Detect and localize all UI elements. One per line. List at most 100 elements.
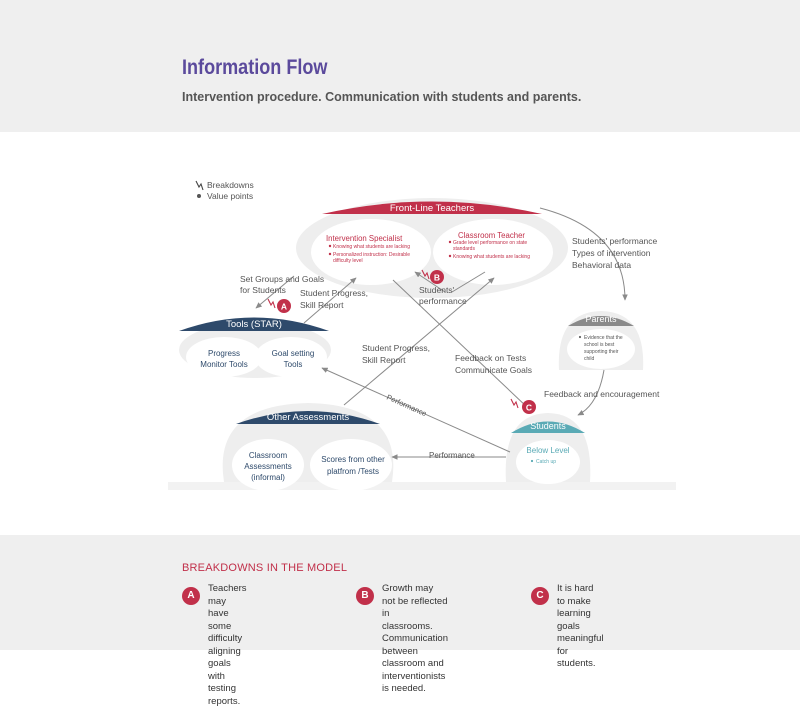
frontline-title: Front-Line Teachers xyxy=(390,203,475,214)
marker-circle xyxy=(522,400,536,414)
flow-frontline-to-students xyxy=(392,279,529,409)
bullet-dot xyxy=(328,244,332,248)
breakdown-marker-b: B xyxy=(421,269,444,284)
flow-label-performance-horizontal: Performance xyxy=(429,451,475,460)
students-header xyxy=(511,421,585,433)
flow-set-goals xyxy=(255,275,295,309)
students-node: Students Below Level Catch up xyxy=(505,413,591,484)
tools-header xyxy=(179,317,329,331)
breakdown-letter-c: C xyxy=(531,587,549,605)
bullet-dot xyxy=(578,335,582,339)
goal-setting-line1: Goal setting xyxy=(272,349,315,358)
bullet-dot xyxy=(448,254,452,258)
classroom-assessments-line3: (informal) xyxy=(251,473,285,482)
marker-circle xyxy=(430,270,444,284)
tools-node: Tools (STAR) Progress Monitor Tools Goal… xyxy=(179,317,331,378)
intervention-bullet-2: Personalized instruction: Desirable xyxy=(333,252,410,258)
intervention-specialist-title: Intervention Specialist xyxy=(326,234,403,243)
progress-monitor-line1: Progress xyxy=(208,349,240,358)
flow-label-feedback-1: Feedback on Tests xyxy=(455,353,526,363)
flow-label-progress-2: Skill Report xyxy=(300,300,344,310)
other-assessments-header xyxy=(236,411,380,424)
flow-label-progress2-2: Skill Report xyxy=(362,355,406,365)
breakdown-icon xyxy=(267,298,276,309)
legend-breakdowns: Breakdowns xyxy=(207,180,254,190)
parents-node: Parents Evidence that the school is best… xyxy=(558,311,644,370)
intervention-bullet-1: Knowing what students are lacking xyxy=(333,244,410,250)
breakdown-icon xyxy=(510,398,519,409)
marker-circle xyxy=(277,299,291,313)
progress-monitor-bubble xyxy=(186,337,262,377)
flow-label-progress-1: Student Progress, xyxy=(300,288,368,298)
goal-setting-bubble xyxy=(255,337,327,377)
parents-bubble xyxy=(567,329,635,369)
flow-label-right-2: Types of intervention xyxy=(572,248,651,258)
classroom-bullet-2: standards xyxy=(453,246,475,252)
flow-label-performance-diagonal: Performance xyxy=(385,393,428,419)
below-level-bullet: Catch up xyxy=(536,459,556,465)
students-title: Students xyxy=(530,421,566,431)
flow-label-set-goals-2: for Students xyxy=(240,285,286,295)
header-band xyxy=(0,0,800,132)
flow-label-right-1: Students' performance xyxy=(572,236,658,246)
marker-letter: C xyxy=(526,403,532,413)
breakdown-icon xyxy=(421,269,430,280)
flow-other-to-frontline xyxy=(343,277,495,406)
breakdown-marker-c: C xyxy=(510,398,536,414)
bullet-dot xyxy=(328,252,332,256)
bullet-dot xyxy=(448,240,452,244)
parents-bullet-1: Evidence that the xyxy=(584,335,623,341)
scores-other-line2: platfrom /Tests xyxy=(327,467,379,476)
parents-title: Parents xyxy=(585,314,617,324)
other-assessments-node: Other Assessments Classroom Assessments … xyxy=(222,403,394,491)
marker-letter: B xyxy=(434,273,440,283)
flow-label-progress2-1: Student Progress, xyxy=(362,343,430,353)
breakdown-text-b: Growth may not be reflected in classroom… xyxy=(382,583,448,694)
breakdown-icon xyxy=(195,180,204,191)
breakdown-text-a: Teachers may have some difficulty aligni… xyxy=(208,583,247,707)
other-assessments-title: Other Assessments xyxy=(267,412,350,423)
scores-other-bubble xyxy=(310,439,392,491)
tools-title: Tools (STAR) xyxy=(226,319,282,330)
classroom-teacher-title: Classroom Teacher xyxy=(458,231,525,240)
parents-header xyxy=(568,316,634,326)
breakdown-letter-a: A xyxy=(182,587,200,605)
value-point-icon xyxy=(197,194,201,198)
classroom-bullet-1: Grade level performance on state xyxy=(453,240,527,246)
breakdowns-band xyxy=(0,535,800,650)
flow-label-students-perf-2: performance xyxy=(419,296,467,306)
classroom-assessments-bubble xyxy=(232,439,304,491)
students-bubble xyxy=(516,440,580,484)
scores-other-line1: Scores from other xyxy=(321,455,385,464)
flow-label-feedback-2: Communicate Goals xyxy=(455,365,532,375)
parents-bullet-3: supporting their xyxy=(584,349,619,355)
flow-students-perf-a xyxy=(451,271,486,293)
flow-label-students-perf-1: Students' xyxy=(419,285,455,295)
flow-parents-to-students xyxy=(577,369,605,416)
breakdown-letter-b: B xyxy=(356,587,374,605)
flow-to-parents xyxy=(539,207,628,301)
marker-letter: A xyxy=(281,302,287,312)
intervention-specialist-bubble xyxy=(311,219,431,285)
parents-bullet-2: school is best xyxy=(584,342,615,348)
progress-monitor-line2: Monitor Tools xyxy=(200,360,247,369)
classroom-teacher-bubble xyxy=(433,219,553,285)
breakdown-marker-a: A xyxy=(267,298,291,313)
below-level-label: Below Level xyxy=(526,446,569,455)
intervention-bullet-3: difficulty level xyxy=(333,258,363,264)
frontline-header xyxy=(322,201,542,214)
breakdowns-heading: BREAKDOWNS IN THE MODEL xyxy=(182,562,348,574)
flow-label-set-goals-1: Set Groups and Goals xyxy=(240,274,324,284)
flow-students-to-tools xyxy=(321,367,511,453)
page-title: Information Flow xyxy=(182,56,328,79)
information-flow-diagram: Breakdowns Value points Front-Line Teach… xyxy=(168,180,676,491)
classroom-assessments-line1: Classroom xyxy=(249,451,288,460)
frontline-node: Front-Line Teachers Intervention Special… xyxy=(296,198,568,298)
legend: Breakdowns Value points xyxy=(195,180,254,201)
flow-label-feedback-encouragement: Feedback and encouragement xyxy=(544,389,660,399)
legend-value-points: Value points xyxy=(207,191,253,201)
bullet-dot xyxy=(530,459,534,463)
goal-setting-line2: Tools xyxy=(284,360,303,369)
flow-students-perf-b xyxy=(414,271,446,293)
page-subtitle: Intervention procedure. Communication wi… xyxy=(182,90,582,104)
